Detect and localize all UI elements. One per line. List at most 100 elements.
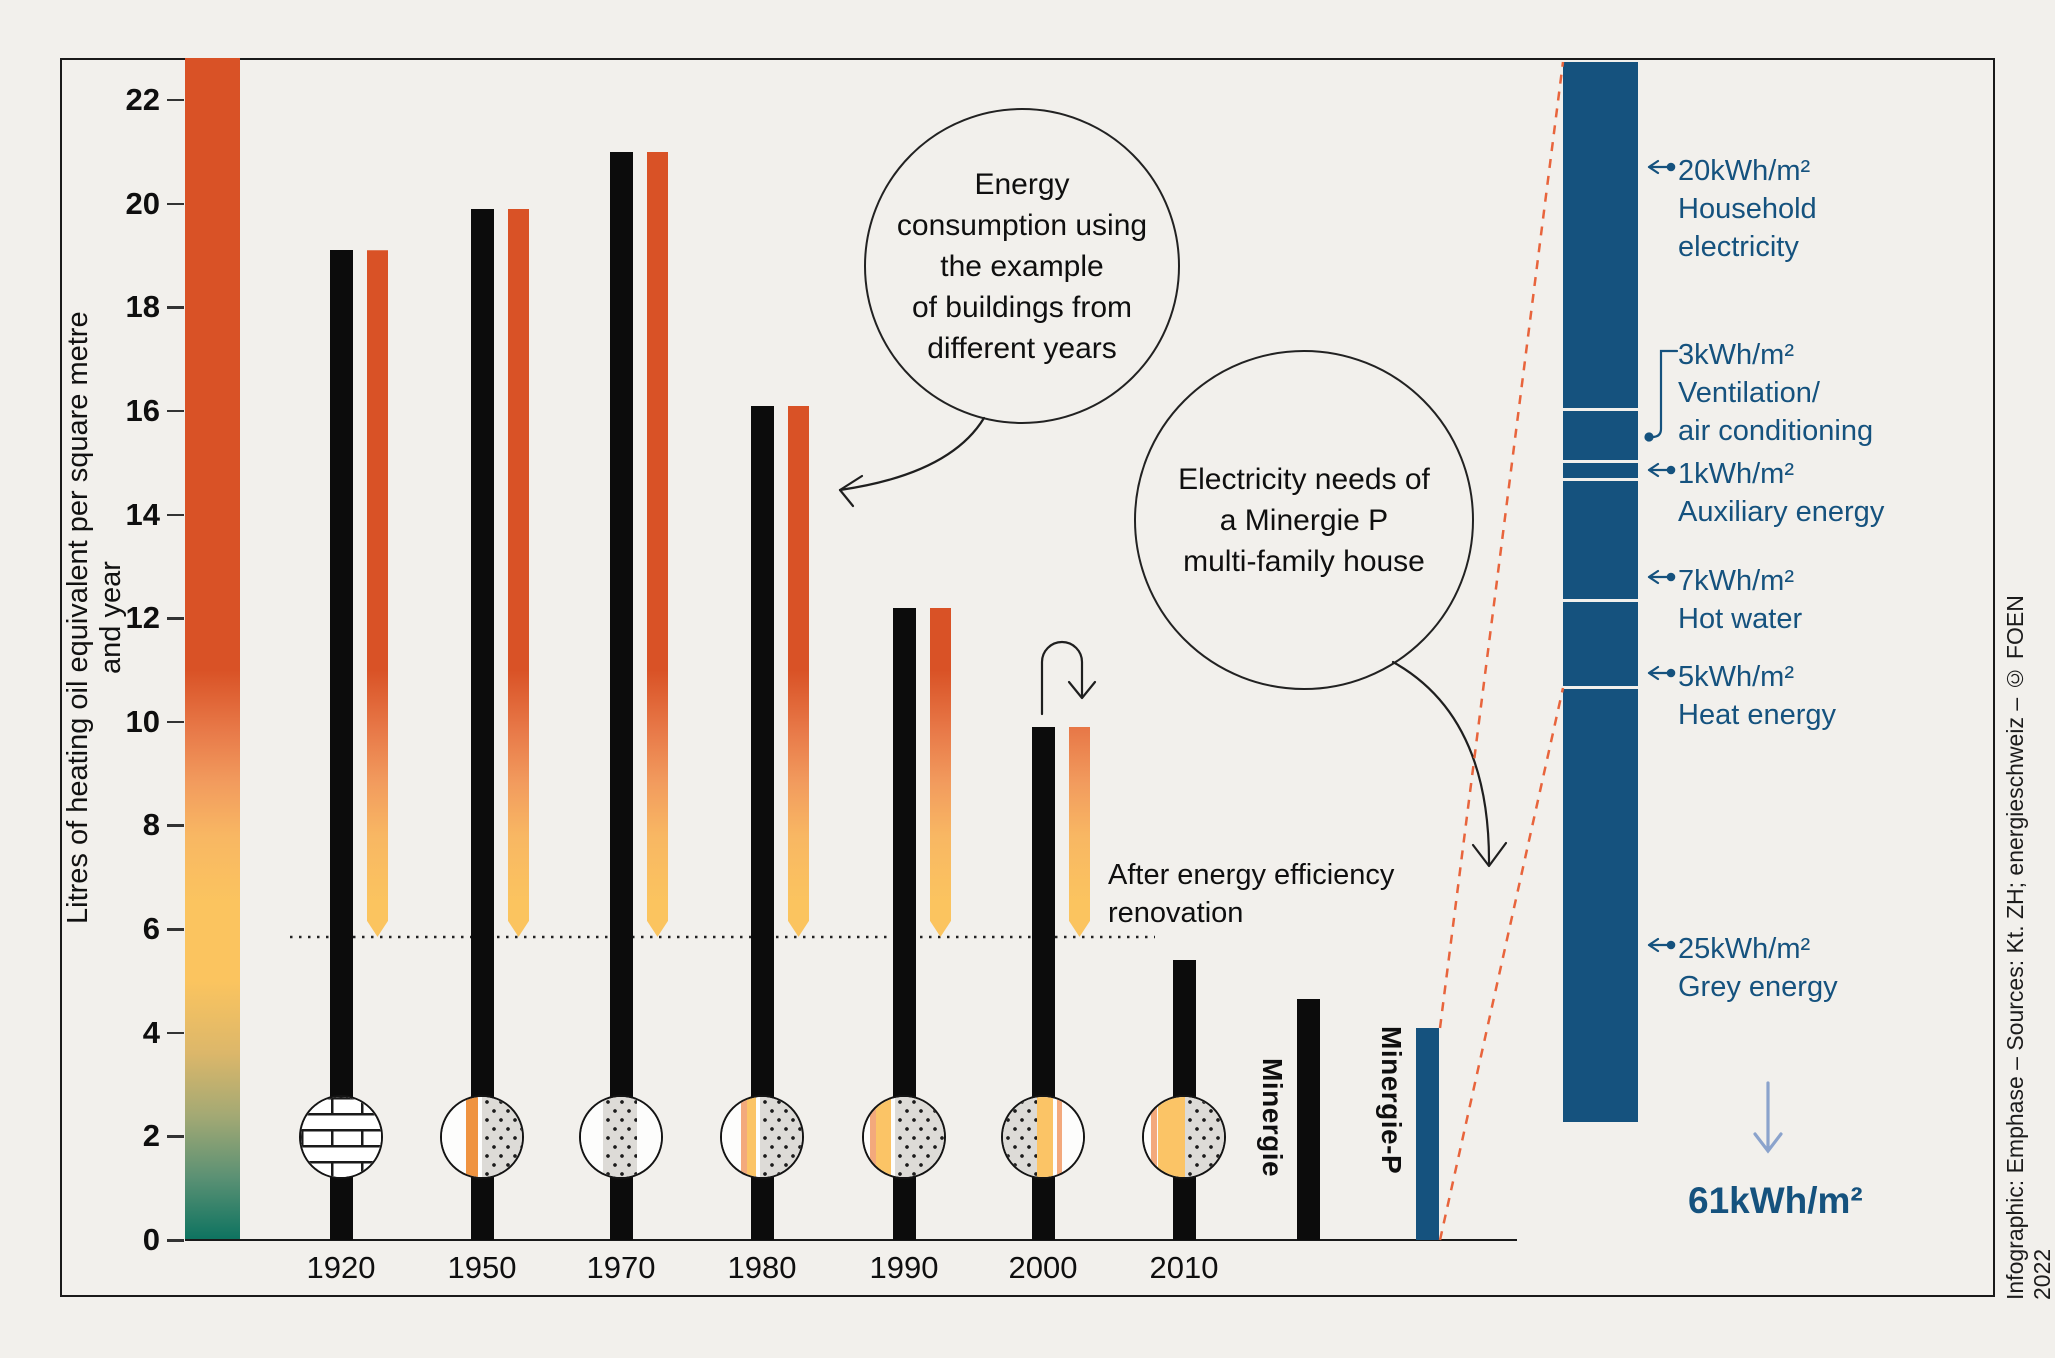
wall-layer-plaster (581, 1097, 604, 1177)
bar-Minergie (1297, 999, 1320, 1240)
ytick-label-6: 6 (142, 911, 160, 947)
annotation-bubble-consumption: Energy consumption using the example of … (864, 108, 1180, 424)
ytick-mark-16 (167, 409, 184, 413)
bar-1980 (751, 405, 774, 1240)
wall-layer-brick (301, 1097, 381, 1177)
year-label-2000: 2000 (1008, 1250, 1078, 1285)
segment-value-label-25kwh: 25kWh/m² (1678, 933, 1811, 965)
ytick-mark-6 (167, 928, 184, 931)
bar-label-Minergie-P: Minergie-P (1376, 1026, 1407, 1175)
renovation-bar-1970 (647, 152, 668, 937)
wall-layer-insul-yellow (1158, 1097, 1185, 1177)
ytick-label-4: 4 (142, 1014, 160, 1050)
segment-value-label-7kwh: 7kWh/m² (1678, 565, 1794, 597)
after-renovation-label: After energy efficiency renovation (1108, 859, 1395, 929)
ytick-mark-12 (167, 617, 184, 620)
wall-section-icon-1950 (440, 1095, 524, 1179)
ytick-label-10: 10 (125, 703, 160, 739)
segment-desc-label: Household electricity (1678, 193, 1817, 263)
wall-layer-gap (478, 1097, 482, 1177)
ytick-mark-18 (167, 306, 184, 309)
year-label-1950: 1950 (447, 1250, 517, 1285)
wall-layer-insul-yellow (1036, 1097, 1054, 1177)
breakdown-segment-gap (1563, 686, 1638, 690)
wall-layer-insul-yellow (746, 1097, 757, 1177)
credit-text: Infographic: Emphase – Sources: Kt. ZH; … (2002, 595, 2055, 1300)
x-axis-line (185, 1239, 1517, 1241)
bar-label-Minergie: Minergie (1257, 1058, 1288, 1178)
wall-layer-concrete (603, 1097, 637, 1177)
renovation-bar-1950 (508, 209, 529, 937)
segment-value-label-1kwh: 1kWh/m² (1678, 458, 1794, 490)
wall-section-icon-1920 (299, 1095, 383, 1179)
wall-layer-insul-orange (466, 1097, 478, 1177)
wall-section-icon-1980 (720, 1095, 804, 1179)
bar-1990 (893, 607, 916, 1240)
ytick-label-8: 8 (142, 807, 160, 843)
ytick-label-12: 12 (125, 600, 160, 636)
segment-desc-label: Heat energy (1678, 699, 1836, 731)
bar-1920 (330, 250, 353, 1240)
segment-desc-label: Grey energy (1678, 971, 1838, 1003)
year-label-2010: 2010 (1149, 1250, 1219, 1285)
ytick-label-16: 16 (125, 392, 160, 428)
wall-layer-insul-salmon (869, 1097, 876, 1177)
ytick-mark-10 (167, 720, 184, 724)
breakdown-segment-gap (1563, 477, 1638, 481)
renovation-bar-1990 (930, 608, 951, 937)
wall-layer-insul-yellow (875, 1097, 892, 1177)
breakdown-segment-gap (1563, 408, 1638, 412)
ytick-label-18: 18 (125, 289, 160, 325)
wall-layer-gap (1156, 1097, 1159, 1177)
wall-layer-gap (891, 1097, 896, 1177)
ytick-label-14: 14 (125, 496, 160, 532)
chart-frame (60, 58, 1995, 1297)
wall-section-icon-1970 (579, 1095, 663, 1179)
ytick-mark-20 (167, 202, 184, 206)
bar-1950 (471, 208, 494, 1240)
wall-layer-plaster (722, 1097, 742, 1177)
ytick-mark-0 (167, 1239, 184, 1242)
wall-layer-insul-salmon (1151, 1097, 1157, 1177)
ytick-mark-14 (167, 513, 184, 517)
breakdown-segment-gap (1563, 460, 1638, 464)
ytick-label-22: 22 (125, 81, 160, 117)
year-label-1970: 1970 (586, 1250, 656, 1285)
wall-layer-gap (1053, 1097, 1057, 1177)
wall-layer-insul-salmon (1056, 1097, 1063, 1177)
annotation-bubble-electricity: Electricity needs of a Minergie P multi-… (1134, 350, 1474, 690)
wall-section-icon-2000 (1001, 1095, 1085, 1179)
ytick-mark-8 (167, 824, 184, 827)
renovation-bar-1920 (367, 250, 388, 937)
bar-1970 (610, 151, 633, 1240)
wall-layer-gap (756, 1097, 761, 1177)
segment-value-label-3kwh: 3kWh/m² (1678, 339, 1794, 371)
segment-desc-label: Ventilation/ air conditioning (1678, 377, 1874, 447)
ytick-label-0: 0 (142, 1222, 160, 1257)
total-kwh-label: 61kWh/m² (1688, 1180, 1863, 1221)
segment-value-label-20kwh: 20kWh/m² (1678, 155, 1811, 187)
wall-section-icon-1990 (862, 1095, 946, 1179)
segment-value-label-5kwh: 5kWh/m² (1678, 661, 1794, 693)
wall-layer-plaster (864, 1097, 870, 1177)
minergie-p-breakdown-bar (1563, 62, 1638, 1122)
ytick-mark-4 (167, 1031, 184, 1035)
ytick-label-2: 2 (142, 1118, 160, 1154)
heat-gradient-scale (185, 58, 240, 1240)
year-label-1980: 1980 (727, 1250, 797, 1285)
ytick-mark-22 (167, 98, 184, 102)
wall-layer-insul-salmon (741, 1097, 747, 1177)
wall-layer-plaster (1144, 1097, 1152, 1177)
breakdown-segment-gap (1563, 599, 1638, 603)
wall-section-icon-2010 (1142, 1095, 1226, 1179)
segment-desc-label: Auxiliary energy (1678, 496, 1885, 528)
year-label-1920: 1920 (306, 1250, 376, 1285)
segment-desc-label: Hot water (1678, 603, 1803, 635)
ytick-mark-2 (167, 1135, 184, 1138)
ytick-label-20: 20 (125, 185, 160, 221)
renovation-bar-2000 (1069, 727, 1090, 937)
bar-Minergie-P (1416, 1027, 1439, 1240)
year-label-1990: 1990 (869, 1250, 939, 1285)
renovation-bar-1980 (788, 406, 809, 937)
